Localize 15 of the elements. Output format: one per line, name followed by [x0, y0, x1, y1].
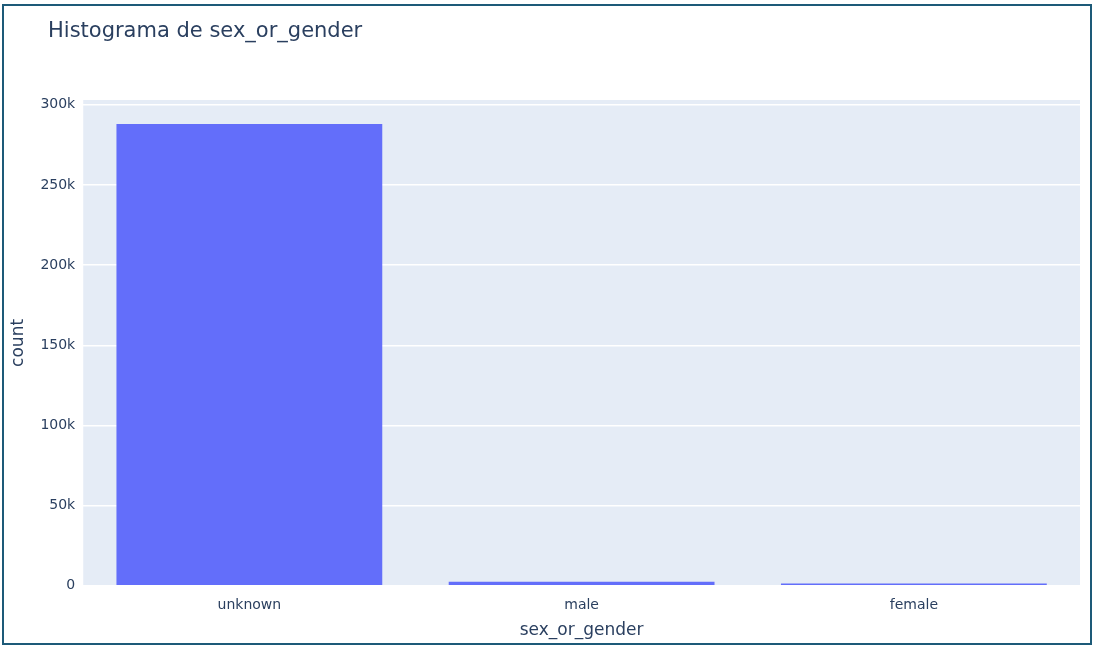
- y-tick-label: 50k: [49, 496, 77, 513]
- y-tick-label: 250k: [40, 175, 77, 192]
- y-axis-title: count: [6, 318, 27, 367]
- x-tick-label: female: [889, 595, 938, 612]
- x-axis-title: sex_or_gender: [519, 619, 644, 641]
- y-tick-label: 100k: [40, 416, 77, 433]
- bar: [116, 124, 383, 586]
- chart-title: Histograma de sex_or_gender: [48, 18, 363, 42]
- x-tick-label: unknown: [217, 595, 282, 612]
- x-tick-label: male: [564, 595, 599, 612]
- y-tick-label: 300k: [40, 95, 77, 112]
- y-tick-label: 0: [66, 576, 76, 593]
- y-tick-label: 150k: [40, 335, 77, 352]
- y-tick-label: 200k: [40, 255, 77, 272]
- bar: [448, 581, 715, 586]
